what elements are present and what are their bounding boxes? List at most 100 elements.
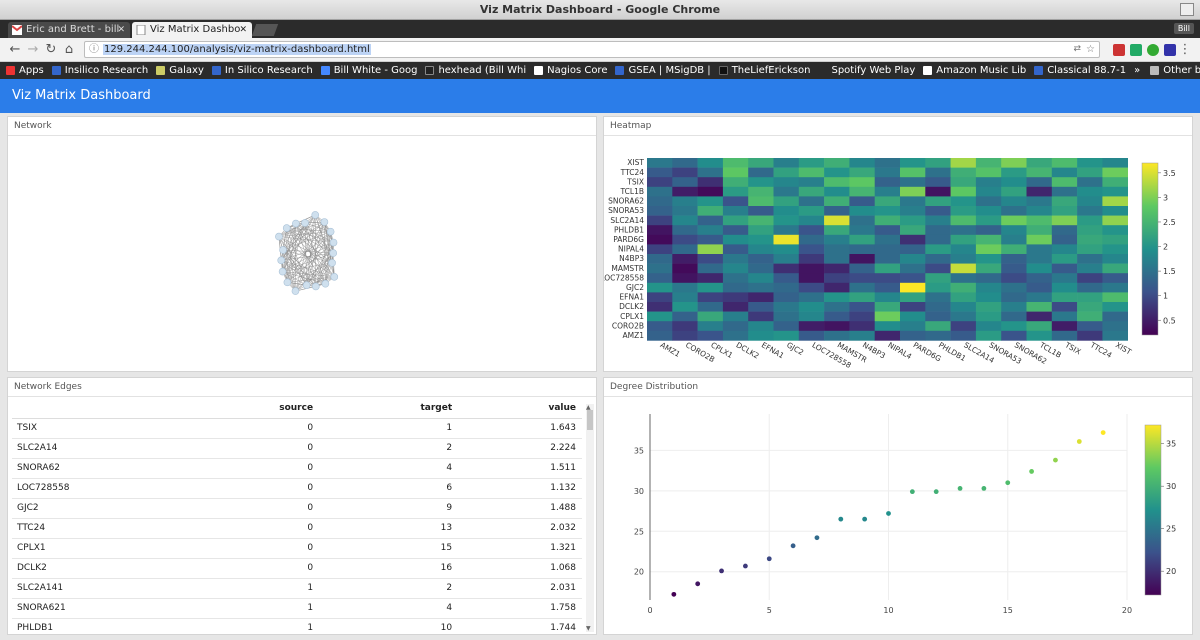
bookmark-classical[interactable]: Classical 88.7-1 xyxy=(1034,65,1126,76)
bookmark-spotify[interactable]: Spotify Web Play xyxy=(818,65,915,76)
degree-chart[interactable]: 0 5 10 15 20 20 25 30 35 20 25 30 35 xyxy=(604,398,1192,634)
heatmap-cell xyxy=(900,311,926,322)
column-header-target[interactable]: target xyxy=(319,398,459,419)
cell-source: 0 xyxy=(172,518,320,539)
bookmark-amazon-music[interactable]: Amazon Music Lib xyxy=(923,65,1026,76)
table-row[interactable]: SNORA62 0 4 1.511 xyxy=(12,458,582,479)
heatmap-cell xyxy=(975,186,1002,197)
scroll-up-icon[interactable]: ▲ xyxy=(586,404,591,411)
bookmark-lieferickson[interactable]: TheLiefErickson xyxy=(718,65,810,76)
extension-icon[interactable] xyxy=(1164,43,1176,56)
heatmap-cell xyxy=(975,311,1002,322)
network-graph[interactable] xyxy=(8,137,596,371)
heatmap-cell xyxy=(824,196,850,207)
heatmap-cell xyxy=(672,215,698,226)
network-edge xyxy=(295,223,334,254)
table-row[interactable]: SNORA621 1 4 1.758 xyxy=(12,598,582,619)
table-row[interactable]: CPLX1 0 15 1.321 xyxy=(12,538,582,559)
heatmap-cell xyxy=(1102,206,1128,216)
menu-icon[interactable]: ⋮ xyxy=(1178,42,1192,57)
network-canvas[interactable] xyxy=(8,137,596,371)
forward-icon[interactable]: → xyxy=(27,42,39,57)
tab-dashboard[interactable]: Viz Matrix Dashbo ✕ xyxy=(132,22,252,38)
heatmap-cell xyxy=(722,167,749,178)
tab-close-icon[interactable]: ✕ xyxy=(117,25,125,35)
back-icon[interactable]: ← xyxy=(9,42,21,57)
extension-icon[interactable] xyxy=(1130,43,1142,56)
table-row[interactable]: DCLK2 0 16 1.068 xyxy=(12,558,582,579)
cell-name: SNORA621 xyxy=(12,598,172,619)
bookmark-bill-white[interactable]: Bill White - Goog xyxy=(320,65,417,76)
y-tick-label: 25 xyxy=(634,527,644,536)
heatmap-y-label: PARD6G xyxy=(613,235,644,244)
heatmap-cell xyxy=(748,292,774,303)
heatmap-cell xyxy=(874,282,901,293)
tab-close-icon[interactable]: ✕ xyxy=(239,25,247,35)
bookmark-nagios[interactable]: Nagios Core xyxy=(534,65,607,76)
network-edge xyxy=(324,221,334,254)
scroll-down-icon[interactable]: ▼ xyxy=(586,625,591,632)
address-bar[interactable]: ⓘ 129.244.244.100/analysis/viz-matrix-das… xyxy=(84,41,1100,58)
tab-email[interactable]: Eric and Brett - bill ✕ xyxy=(8,22,130,38)
heatmap-cell xyxy=(950,196,977,207)
table-row[interactable]: LOC728558 0 6 1.132 xyxy=(12,478,582,499)
heatmap-x-label: PARD6G xyxy=(912,340,943,363)
bookmark-insilico[interactable]: Insilico Research xyxy=(51,65,148,76)
extension-icon[interactable] xyxy=(1113,43,1125,56)
cell-target: 4 xyxy=(319,598,459,619)
heatmap-cell xyxy=(1051,186,1078,197)
heatmap-cell xyxy=(1051,282,1078,293)
reload-icon[interactable]: ↻ xyxy=(45,42,57,57)
info-icon[interactable]: ⓘ xyxy=(89,44,99,55)
network-node xyxy=(301,219,309,227)
translate-icon[interactable]: ⇄ xyxy=(1073,44,1081,54)
network-node xyxy=(277,256,286,265)
heatmap-cell xyxy=(1102,186,1128,197)
heatmap-cell xyxy=(672,302,698,312)
heatmap-y-label: CPLX1 xyxy=(620,312,644,321)
heatmap-cell xyxy=(975,321,1002,332)
bookmark-gsea[interactable]: GSEA | MSigDB | xyxy=(615,65,711,76)
table-row[interactable]: SLC2A141 1 2 2.031 xyxy=(12,578,582,599)
column-header-value[interactable]: value xyxy=(458,398,582,419)
heatmap-cell xyxy=(748,321,774,332)
heatmap-cell xyxy=(1026,244,1053,255)
home-icon[interactable]: ⌂ xyxy=(64,42,74,57)
heatmap-cell xyxy=(849,254,875,264)
profile-button[interactable]: Bill xyxy=(1173,23,1194,34)
table-row[interactable]: TSIX 0 1 1.643 xyxy=(12,418,582,439)
table-row[interactable]: PHLDB1 1 10 1.744 xyxy=(12,618,582,634)
heatmap-cell xyxy=(773,244,800,255)
colorbar-tick-label: 2 xyxy=(1163,243,1168,252)
table-row[interactable]: GJC2 0 9 1.488 xyxy=(12,498,582,519)
heatmap-y-label: DCLK2 xyxy=(619,302,644,311)
window-maximize-button[interactable] xyxy=(1180,3,1194,16)
new-tab-button[interactable] xyxy=(251,24,279,36)
bookmark-apps[interactable]: Apps xyxy=(6,65,44,76)
bookmark-other[interactable]: Other bookmarks xyxy=(1150,65,1200,76)
y-tick-label: 20 xyxy=(634,568,644,577)
heatmap-cell xyxy=(722,225,749,236)
bookmark-hexhead[interactable]: hexhead (Bill Whi xyxy=(425,65,526,76)
bookmark-insilico-research[interactable]: In Silico Research xyxy=(211,65,313,76)
heatmap-cell xyxy=(798,254,825,264)
table-scrollbar[interactable]: ▲ ▼ xyxy=(586,404,594,632)
scrollbar-thumb[interactable] xyxy=(587,410,593,430)
table-row[interactable]: TTC24 0 13 2.032 xyxy=(12,518,582,539)
bookmark-star-icon[interactable]: ☆ xyxy=(1086,44,1095,55)
heatmap-cell xyxy=(773,302,800,312)
heatmap-cell xyxy=(1077,167,1103,178)
table-row[interactable]: SLC2A14 0 2 2.224 xyxy=(12,438,582,459)
extension-icon[interactable] xyxy=(1147,43,1159,56)
heatmap-chart[interactable]: XISTTTC24TSIXTCL1BSNORA62SNORA53SLC2A14P… xyxy=(604,137,1192,371)
heatmap-cell xyxy=(849,330,875,341)
heatmap-cell xyxy=(824,282,850,293)
bookmark-galaxy[interactable]: Galaxy xyxy=(156,65,204,76)
heatmap-cell xyxy=(900,186,926,197)
heatmap-cell xyxy=(722,263,749,274)
heatmap-cell xyxy=(975,158,1002,168)
heatmap-cell xyxy=(647,225,673,236)
column-header-source[interactable]: source xyxy=(172,398,320,419)
bookmarks-overflow-button[interactable]: » xyxy=(1134,65,1141,76)
column-header-name[interactable] xyxy=(12,398,172,419)
